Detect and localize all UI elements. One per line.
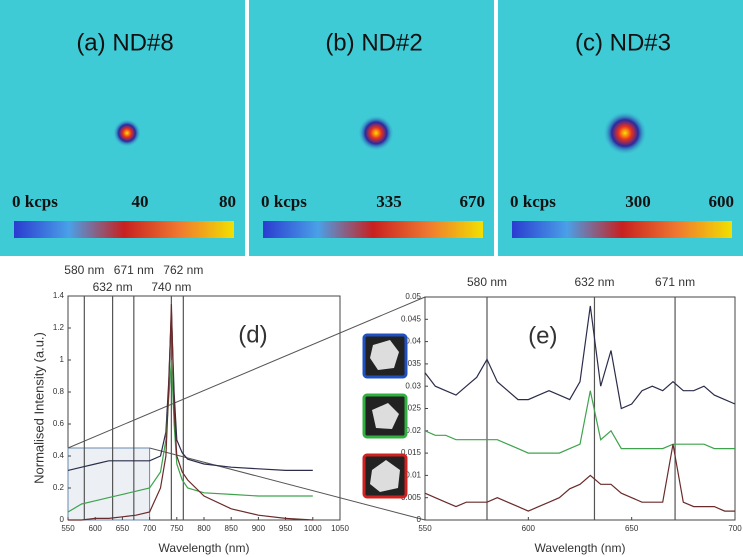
reference-label: 762 nm bbox=[163, 263, 203, 277]
chart: 550 600 650 700 750 800 850 900 950 1000 1050 0 0.2 0… bbox=[31, 263, 426, 555]
y-tick-label: 0.8 bbox=[53, 387, 65, 396]
scale-label: 0 kcps bbox=[510, 192, 556, 211]
crystal bbox=[370, 460, 400, 492]
x-tick-label: 900 bbox=[252, 524, 266, 533]
y-tick-label: 0.03 bbox=[405, 381, 421, 390]
reference-label: 580 nm bbox=[64, 263, 104, 277]
map-title: (b) ND#2 bbox=[325, 29, 422, 56]
reference-label: 632 nm bbox=[93, 280, 133, 294]
x-tick-label: 550 bbox=[61, 524, 75, 533]
scale-label: 80 bbox=[219, 192, 236, 211]
x-tick-label: 650 bbox=[116, 524, 130, 533]
x-tick-label: 700 bbox=[143, 524, 157, 533]
y-tick-label: 0.6 bbox=[53, 419, 65, 428]
map-spot bbox=[358, 115, 394, 151]
y-tick-label: 0 bbox=[60, 515, 65, 524]
x-tick-label: 1000 bbox=[304, 524, 322, 533]
map-panel: (a) ND#8 0 kcps 40 80 bbox=[0, 0, 245, 256]
series-line bbox=[424, 390, 735, 454]
reference-label: 671 nm bbox=[114, 263, 154, 277]
zoom-line bbox=[67, 296, 426, 449]
x-tick-label: 800 bbox=[197, 524, 211, 533]
reference-label: 671 nm bbox=[655, 275, 695, 289]
x-tick-label: 1050 bbox=[331, 524, 349, 533]
map-panel: (b) ND#2 0 kcps 335 670 bbox=[249, 0, 494, 256]
y-tick-label: 0 bbox=[417, 515, 422, 524]
x-tick-label: 600 bbox=[89, 524, 103, 533]
chart: 550 600 650 700 0 0.005 0.01 0.015 0.02 0.025 0.03… bbox=[401, 275, 742, 555]
x-tick-label: 850 bbox=[225, 524, 239, 533]
annotation: (d) bbox=[238, 321, 267, 348]
reference-label: 580 nm bbox=[467, 275, 507, 289]
y-tick-label: 0.02 bbox=[405, 426, 421, 435]
thumbnails bbox=[362, 333, 408, 499]
y-axis-label: Normalised Intensity (a.u.) bbox=[31, 332, 46, 484]
scale-label: 0 kcps bbox=[12, 192, 58, 211]
colorbar bbox=[512, 221, 732, 238]
y-tick-label: 0.2 bbox=[53, 483, 65, 492]
series-line bbox=[67, 359, 313, 513]
crystal bbox=[370, 340, 399, 370]
map-title: (c) ND#3 bbox=[575, 29, 671, 56]
x-tick-label: 750 bbox=[170, 524, 184, 533]
y-tick-label: 1.2 bbox=[53, 323, 65, 332]
scale-label: 40 bbox=[132, 192, 149, 211]
y-tick-label: 1 bbox=[60, 355, 65, 364]
map-panel: (c) ND#3 0 kcps 300 600 bbox=[498, 0, 743, 256]
y-tick-label: 0.045 bbox=[401, 314, 422, 323]
scale-label: 300 bbox=[625, 192, 651, 211]
x-axis-label: Wavelength (nm) bbox=[535, 541, 626, 555]
map-spot bbox=[603, 111, 647, 155]
map-spot bbox=[113, 119, 141, 147]
y-tick-label: 0.015 bbox=[401, 448, 422, 457]
y-tick-label: 0.025 bbox=[401, 404, 422, 413]
colorbar bbox=[14, 221, 234, 238]
zoom-region bbox=[67, 447, 151, 521]
y-tick-label: 0.035 bbox=[401, 359, 422, 368]
x-axis-label: Wavelength (nm) bbox=[159, 541, 250, 555]
crystal bbox=[372, 403, 399, 429]
y-tick-label: 0.01 bbox=[405, 471, 421, 480]
zoom-line bbox=[149, 447, 426, 521]
x-tick-label: 700 bbox=[728, 524, 742, 533]
series-line bbox=[424, 305, 736, 410]
scale-label: 335 bbox=[376, 192, 402, 211]
reference-label: 740 nm bbox=[151, 280, 191, 294]
x-tick-label: 550 bbox=[418, 524, 432, 533]
colorbar bbox=[263, 221, 483, 238]
y-tick-label: 1.4 bbox=[53, 291, 65, 300]
scale-label: 670 bbox=[460, 192, 486, 211]
y-tick-label: 0.05 bbox=[405, 292, 421, 301]
x-tick-label: 650 bbox=[625, 524, 639, 533]
scale-label: 0 kcps bbox=[261, 192, 307, 211]
annotation: (e) bbox=[528, 322, 557, 349]
x-tick-label: 600 bbox=[522, 524, 536, 533]
map-title: (a) ND#8 bbox=[76, 29, 173, 56]
y-tick-label: 0.005 bbox=[401, 493, 422, 502]
scale-label: 600 bbox=[709, 192, 735, 211]
y-tick-label: 0.4 bbox=[53, 451, 65, 460]
reference-label: 632 nm bbox=[574, 275, 614, 289]
series-line bbox=[68, 303, 313, 521]
y-tick-label: 0.04 bbox=[405, 337, 421, 346]
plot-area bbox=[424, 296, 736, 521]
series-line bbox=[424, 444, 735, 512]
x-tick-label: 950 bbox=[279, 524, 293, 533]
